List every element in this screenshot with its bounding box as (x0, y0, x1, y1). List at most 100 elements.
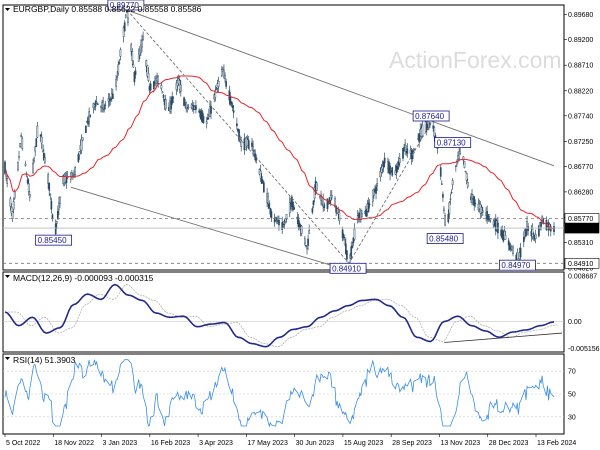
candle-body (281, 222, 284, 230)
candle-body (504, 234, 507, 240)
candle-body (313, 187, 316, 199)
candle-body (49, 193, 52, 196)
candle-body (21, 138, 24, 149)
trend-line (70, 186, 350, 272)
candle-body (303, 238, 306, 244)
candle-body (134, 70, 137, 75)
price-annotation-box (35, 234, 73, 246)
candle-body (402, 147, 404, 159)
candle-body (305, 244, 307, 247)
candle-body (12, 201, 15, 210)
x-tick-label: 15 Aug 2023 (344, 440, 383, 447)
price-annotation-box (329, 262, 367, 274)
candle-body (170, 100, 172, 110)
candle-body (442, 194, 444, 198)
candle-body (454, 165, 457, 167)
price-axis-label-box (564, 222, 600, 234)
candle-body (103, 106, 106, 110)
y-tick-label: 0.84820 (568, 266, 593, 273)
candle-body (367, 202, 370, 213)
trend-line (348, 120, 433, 264)
candle-body (112, 93, 114, 99)
candle-body (549, 226, 552, 232)
macd-y-tick-label: -0.005156 (568, 346, 600, 353)
candle-body (341, 229, 344, 239)
candle-body (396, 166, 399, 170)
rsi-y-tick-label: 70 (568, 369, 576, 376)
candle-body (54, 223, 57, 235)
candle-body (253, 150, 256, 152)
price-annotation-label: 0.84970 (501, 261, 530, 270)
candle-body (34, 146, 37, 152)
x-axis: 5 Oct 2022 18 Nov 2022 3 Jan 2023 16 Feb 20… (4, 434, 576, 447)
candle-body (42, 153, 45, 160)
menu-triangle-icon (5, 8, 10, 11)
watermark: ActionForex.com (389, 47, 562, 73)
candle-body (51, 214, 54, 219)
candle-body (365, 209, 368, 217)
candle-body (350, 246, 353, 258)
candle-body (224, 75, 226, 80)
candle-body (11, 211, 14, 220)
candle-body (269, 207, 272, 215)
candle-body (300, 225, 303, 234)
candle-body (10, 207, 13, 214)
candle-body (433, 126, 436, 137)
menu-triangle-icon (5, 357, 10, 360)
candle-body (252, 145, 254, 151)
x-tick-label: 30 Jun 2023 (296, 440, 335, 447)
candle-body (421, 124, 424, 137)
candle-body (55, 221, 58, 224)
candle-body (119, 49, 122, 57)
candle-body (259, 170, 262, 179)
price-annotation-label: 0.85450 (38, 236, 67, 245)
candle-body (138, 50, 141, 56)
candle-body (162, 95, 165, 98)
candle-body (133, 72, 136, 83)
candle-body (397, 160, 400, 166)
candle-body (450, 192, 453, 194)
price-annotation-box (107, 0, 145, 11)
candle-body (179, 84, 182, 92)
candle-body (448, 202, 451, 214)
candle-body (236, 123, 238, 127)
candle-body (96, 103, 99, 105)
candle-body (220, 69, 223, 77)
y-tick-label: 0.86770 (568, 164, 593, 171)
candle-body (240, 140, 243, 147)
price-annotation-box (499, 259, 536, 271)
candle-body (451, 180, 454, 186)
candle-body (77, 154, 80, 162)
candle-body (406, 148, 409, 154)
candle-body (39, 134, 42, 137)
candle-body (330, 195, 333, 198)
candle-body (418, 133, 421, 143)
price-annotation-box (412, 110, 450, 122)
price-panel (2, 4, 565, 271)
macd-panel (2, 271, 565, 353)
candle-body (214, 90, 217, 98)
y-tick-label: 0.88220 (568, 88, 593, 95)
candle-body (157, 75, 160, 84)
candle-body (57, 210, 59, 220)
candle-body (344, 243, 347, 254)
candle-body (69, 174, 72, 180)
price-annotation-box (434, 137, 472, 148)
candle-body (466, 181, 469, 188)
candle-body (195, 105, 197, 110)
x-tick-label: 28 Dec 2023 (489, 440, 529, 447)
candle-body (462, 156, 465, 161)
candle-body (161, 91, 164, 94)
candle-body (65, 177, 68, 183)
x-tick-label: 17 May 2023 (247, 440, 288, 447)
candle-body (36, 125, 39, 138)
candle-body (73, 174, 75, 176)
macd-plot (3, 283, 564, 348)
price-axis-label-box (564, 258, 600, 269)
candle-body (525, 228, 527, 237)
candle-body (449, 198, 452, 200)
candle-body (132, 63, 135, 68)
candle-body (263, 182, 265, 193)
candle-body (24, 163, 27, 166)
candle-body (510, 244, 512, 247)
